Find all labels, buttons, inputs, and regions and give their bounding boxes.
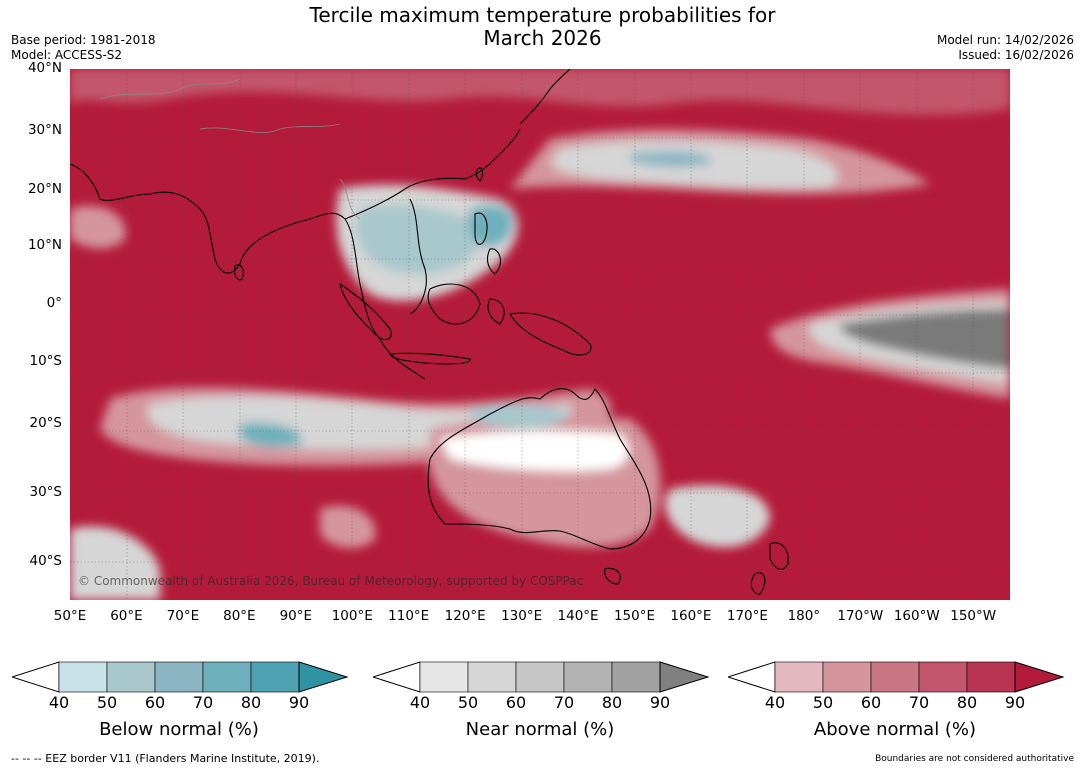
colorbar-tick-label: 80: [240, 693, 262, 712]
boundaries-disclaimer: Boundaries are not considered authoritat…: [875, 754, 1074, 764]
colorbar-segment: [154, 661, 204, 693]
longitude-label: 150°E: [613, 608, 656, 624]
longitude-label: 70°E: [166, 608, 200, 624]
colorbar-tick-label: 70: [192, 693, 214, 712]
model-name: Model: ACCESS-S2: [11, 48, 123, 62]
colorbar-high-arrow: [298, 661, 349, 693]
longitude-label: 120°E: [444, 608, 486, 624]
longitude-label: 180°: [787, 608, 821, 624]
colorbar-tick-label: 60: [860, 693, 882, 712]
eez-border-note: -- -- -- EEZ border V11 (Flanders Marine…: [11, 752, 320, 765]
copyright-text: © Commonwealth of Australia 2026, Bureau…: [78, 574, 584, 588]
colorbar-tick-label: 90: [1004, 693, 1026, 712]
latitude-label: 30°N: [27, 122, 62, 138]
longitude-label: 80°E: [223, 608, 256, 624]
colorbar-segment: [966, 661, 1016, 693]
probability-shading: [70, 69, 1010, 600]
colorbar-segment: [611, 661, 661, 693]
colorbar-segment: [822, 661, 872, 693]
title-line-2: March 2026: [483, 26, 602, 50]
longitude-label: 160°E: [670, 608, 712, 624]
meta-left: Base period: 1981-2018 Model: ACCESS-S2: [11, 33, 156, 63]
colorbar-segment: [250, 661, 300, 693]
meta-right: Model run: 14/02/2026 Issued: 16/02/2026: [937, 33, 1074, 63]
title-line-1: Tercile maximum temperature probabilitie…: [309, 3, 776, 27]
colorbar-low-arrow: [12, 661, 60, 693]
longitude-label: 170°E: [726, 608, 768, 624]
below-normal-colorbar: [12, 661, 349, 693]
colorbar-tick-label: 90: [288, 693, 310, 712]
colorbar-tick-label: 70: [908, 693, 930, 712]
latitude-label: 0°: [46, 295, 62, 311]
colorbar-tick-label: 90: [649, 693, 671, 712]
colorbar-segment: [870, 661, 920, 693]
colorbar-tick-label: 50: [812, 693, 834, 712]
longitude-label: 170°W: [837, 608, 884, 624]
colorbar-title: Below normal (%): [99, 719, 259, 740]
colorbar-tick-label: 60: [505, 693, 527, 712]
near-normal-colorbar: [373, 661, 710, 693]
colorbar-segment: [515, 661, 565, 693]
latitude-label: 20°N: [27, 181, 62, 197]
colorbar-segment: [202, 661, 252, 693]
colorbar-tick-label: 60: [144, 693, 166, 712]
latitude-label: 20°S: [29, 415, 63, 431]
borders: [99, 78, 361, 220]
colorbar-low-arrow: [373, 661, 421, 693]
colorbar-title: Near normal (%): [465, 719, 615, 740]
colorbar-high-arrow: [659, 661, 710, 693]
colorbar-tick-label: 80: [601, 693, 623, 712]
colorbar-segment: [419, 661, 469, 693]
longitude-label: 150°W: [950, 608, 997, 624]
colorbar-segment: [774, 661, 824, 693]
longitude-label: 140°E: [557, 608, 599, 624]
base-period: Base period: 1981-2018: [11, 33, 156, 47]
latitude-label: 10°S: [29, 353, 63, 369]
colorbar-title: Above normal (%): [813, 719, 977, 740]
above-normal-colorbar: [728, 661, 1065, 693]
colorbar-low-arrow: [728, 661, 776, 693]
colorbar-tick-label: 50: [96, 693, 118, 712]
colorbar-tick-label: 40: [409, 693, 431, 712]
longitude-label: 130°E: [501, 608, 543, 624]
colorbar-segment: [58, 661, 108, 693]
longitude-label: 90°E: [279, 608, 313, 624]
colorbar-segment: [918, 661, 968, 693]
longitude-label: 160°W: [893, 608, 940, 624]
probability-map: [70, 69, 1010, 600]
colorbar-high-arrow: [1014, 661, 1065, 693]
model-run: Model run: 14/02/2026: [936, 33, 1074, 47]
colorbar-tick-label: 70: [553, 693, 575, 712]
latitude-label: 40°N: [27, 60, 62, 76]
colorbar-segment: [467, 661, 517, 693]
colorbar-segment: [106, 661, 156, 693]
colorbar-tick-label: 40: [764, 693, 786, 712]
colorbar-segment: [563, 661, 613, 693]
latitude-label: 10°N: [27, 237, 62, 253]
longitude-label: 50°E: [53, 608, 87, 624]
issued-date: Issued: 16/02/2026: [958, 48, 1074, 62]
longitude-label: 110°E: [388, 608, 430, 624]
coastlines: [70, 69, 789, 595]
latitude-label: 30°S: [29, 484, 63, 500]
colorbar-tick-label: 50: [457, 693, 479, 712]
colorbar-tick-label: 40: [48, 693, 70, 712]
map-title: Tercile maximum temperature probabilitie…: [0, 4, 1085, 50]
colorbar-tick-label: 80: [956, 693, 978, 712]
longitude-label: 100°E: [331, 608, 373, 624]
latitude-label: 40°S: [29, 553, 63, 569]
longitude-label: 60°E: [110, 608, 143, 624]
